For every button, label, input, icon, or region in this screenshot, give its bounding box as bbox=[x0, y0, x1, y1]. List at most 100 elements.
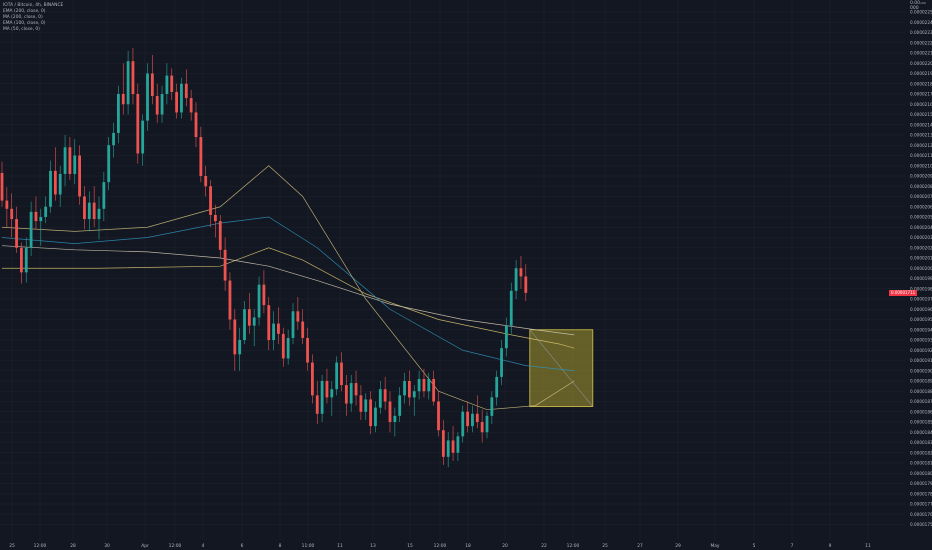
candle-body bbox=[490, 397, 494, 416]
candle-body bbox=[291, 311, 295, 338]
candle-body bbox=[344, 385, 348, 404]
scale-header[interactable]: 0.00ₓ₀₀ 000 bbox=[910, 1, 926, 11]
candle-body bbox=[20, 247, 23, 273]
candle-body bbox=[180, 83, 183, 113]
x-tick-label: 25 bbox=[9, 543, 15, 549]
candle-body bbox=[388, 401, 392, 422]
legend-ema100[interactable]: EMA (100, close, 0) bbox=[3, 21, 46, 26]
chart-grid bbox=[0, 0, 905, 540]
candle-body bbox=[218, 221, 222, 250]
candle-body bbox=[398, 395, 402, 416]
time-axis[interactable]: 25 12:00 28 30 Apr 12:00 4 6 8 11:00 11 13 15 12:00 18… bbox=[9, 543, 871, 549]
candle-body bbox=[107, 145, 111, 183]
candle-body bbox=[480, 422, 484, 433]
candle-body bbox=[441, 430, 445, 457]
candle-body bbox=[403, 381, 406, 396]
x-tick-label: 8 bbox=[279, 543, 282, 549]
candle-body bbox=[393, 415, 397, 422]
candle-body bbox=[267, 305, 271, 340]
x-tick-label: 20 bbox=[502, 543, 508, 549]
candle-body bbox=[509, 290, 513, 326]
legend-ma200[interactable]: MA (200, close, 0) bbox=[3, 15, 43, 20]
x-tick-label: 7 bbox=[791, 543, 794, 549]
x-tick-label: 11 bbox=[337, 543, 343, 549]
x-tick-label: 12:00 bbox=[567, 543, 580, 549]
candle-body bbox=[146, 73, 149, 121]
candle-body bbox=[359, 395, 363, 412]
legend-symbol[interactable]: IOTA / Bitcoin, 4h, BINANCE bbox=[3, 3, 64, 8]
candle-body bbox=[296, 311, 300, 322]
legend-ma50[interactable]: MA (50, close, 0) bbox=[3, 27, 40, 32]
candle-body bbox=[340, 362, 343, 386]
x-tick-label: 11:00 bbox=[302, 543, 315, 549]
candle-body bbox=[306, 337, 309, 363]
candle-body bbox=[223, 249, 227, 281]
candle-body bbox=[117, 94, 120, 133]
candle-body bbox=[408, 381, 411, 398]
candle-body bbox=[39, 217, 43, 222]
candle-body bbox=[330, 389, 334, 398]
candlesticks bbox=[0, 47, 528, 468]
candle-body bbox=[83, 196, 86, 220]
candle-body bbox=[243, 309, 246, 340]
candle-body bbox=[349, 383, 353, 404]
candle-body bbox=[456, 436, 460, 453]
candle-body bbox=[505, 325, 508, 349]
x-tick-label: Apr bbox=[141, 543, 149, 549]
candle-body bbox=[495, 376, 499, 398]
candle-body bbox=[519, 268, 523, 277]
candle-body bbox=[175, 91, 178, 113]
candle-body bbox=[354, 383, 358, 396]
candle-body bbox=[325, 381, 329, 398]
projection-box[interactable] bbox=[529, 329, 594, 408]
x-tick-label: 4 bbox=[202, 543, 205, 549]
candle-body bbox=[383, 389, 387, 402]
candle-body bbox=[184, 83, 188, 99]
candle-body bbox=[121, 94, 125, 105]
candle-body bbox=[63, 147, 67, 174]
candle-body bbox=[451, 440, 455, 453]
ma200-line bbox=[1, 245, 575, 336]
x-tick-label: 15 bbox=[407, 543, 413, 549]
x-tick-label: 5 bbox=[753, 543, 756, 549]
candle-body bbox=[475, 413, 479, 422]
candle-body bbox=[422, 378, 426, 392]
x-tick-label: 29 bbox=[675, 543, 681, 549]
candle-body bbox=[485, 415, 489, 433]
x-tick-label: 28 bbox=[70, 543, 76, 549]
candle-body bbox=[369, 399, 372, 427]
x-tick-label: 22 bbox=[541, 543, 547, 549]
candle-body bbox=[102, 182, 106, 209]
candle-body bbox=[155, 96, 159, 115]
moving-average-lines bbox=[1, 165, 575, 411]
legend-ema200[interactable]: EMA (200, close, 0) bbox=[3, 9, 46, 14]
last-price-label: 0.00001711 bbox=[889, 289, 918, 296]
